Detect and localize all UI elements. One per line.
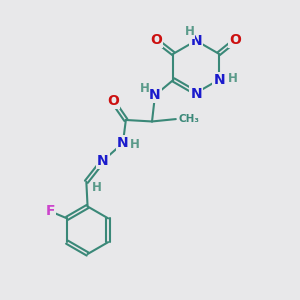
Text: H: H xyxy=(140,82,149,95)
Text: F: F xyxy=(46,204,55,218)
Text: N: N xyxy=(117,136,129,150)
Text: N: N xyxy=(190,34,202,48)
Text: CH₃: CH₃ xyxy=(178,114,199,124)
Text: N: N xyxy=(149,88,161,102)
Text: O: O xyxy=(229,33,241,47)
Text: H: H xyxy=(92,181,102,194)
Text: O: O xyxy=(107,94,119,108)
Text: N: N xyxy=(190,86,202,100)
Text: H: H xyxy=(227,72,237,85)
Text: O: O xyxy=(150,33,162,47)
Text: H: H xyxy=(130,138,140,151)
Text: N: N xyxy=(97,154,109,168)
Text: N: N xyxy=(214,73,225,87)
Text: H: H xyxy=(184,25,194,38)
